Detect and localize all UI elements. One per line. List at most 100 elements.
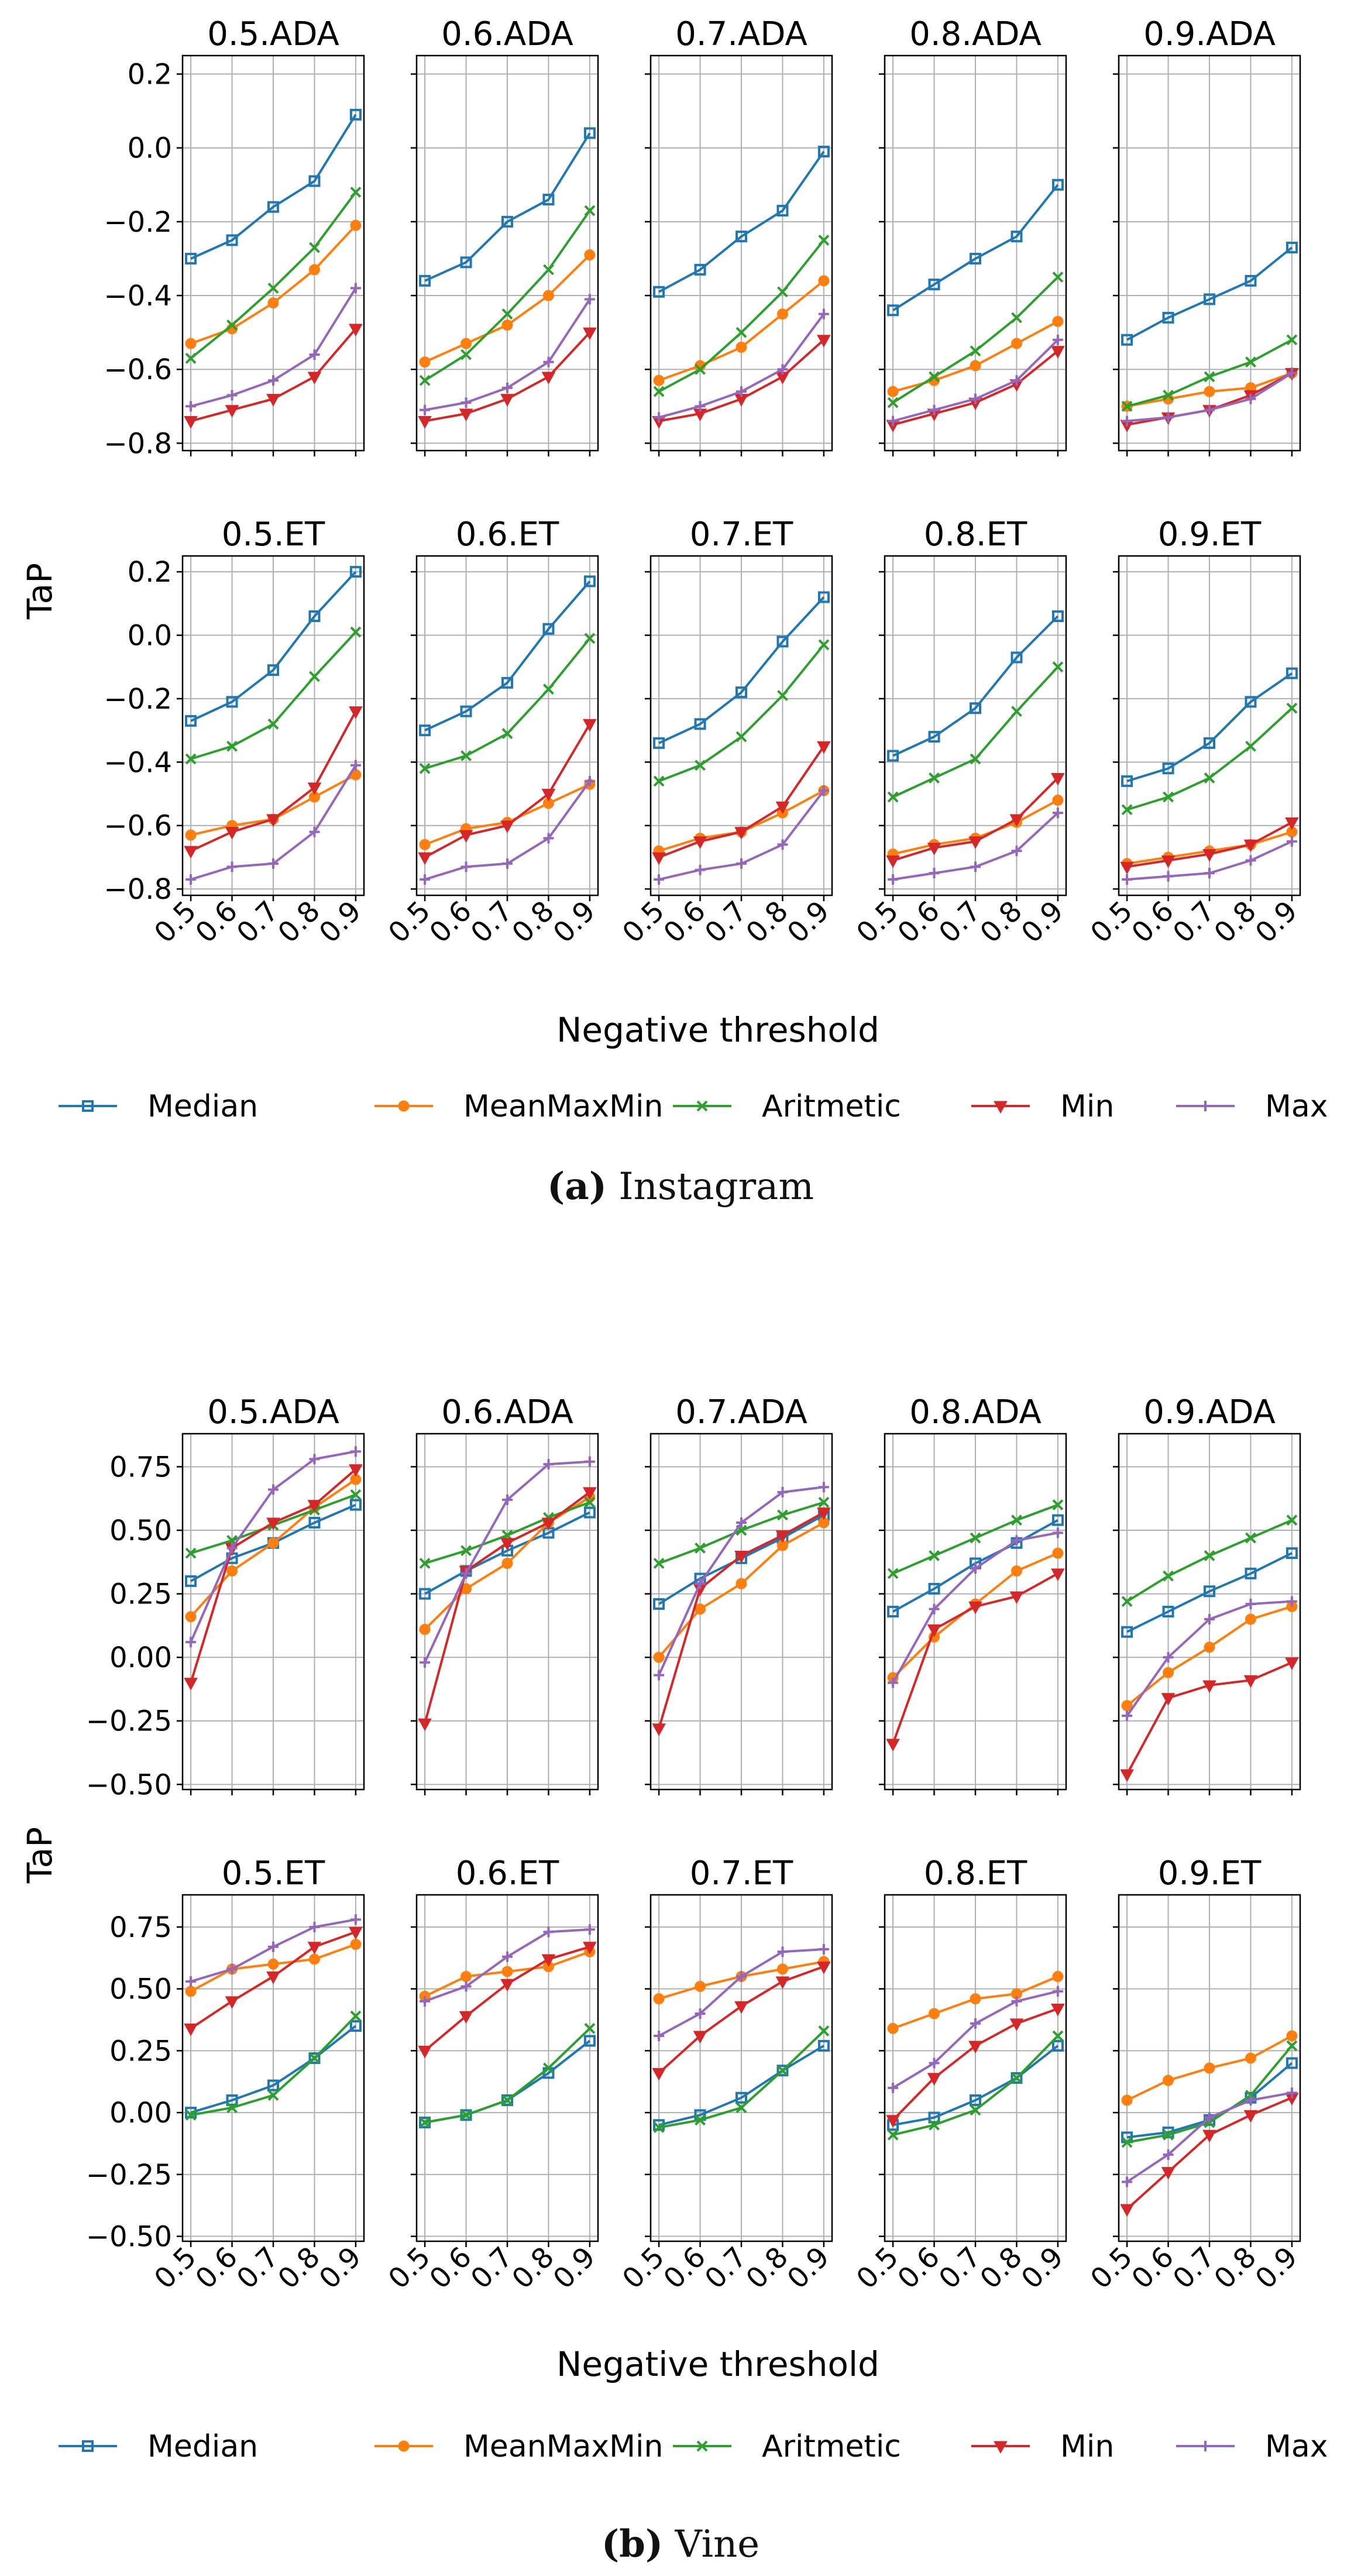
marker bbox=[419, 763, 431, 774]
marker bbox=[185, 338, 197, 349]
marker bbox=[653, 2122, 665, 2133]
marker bbox=[1163, 2149, 1174, 2160]
series-line-median bbox=[892, 184, 1059, 311]
marker bbox=[418, 2045, 432, 2059]
series-line-median bbox=[658, 150, 825, 293]
marker bbox=[1243, 2110, 1258, 2123]
marker bbox=[886, 1739, 900, 1751]
marker bbox=[349, 1926, 363, 1940]
marker bbox=[350, 283, 361, 294]
x-tick-label: 0.9 bbox=[781, 2241, 836, 2296]
marker bbox=[1121, 1596, 1133, 1608]
marker bbox=[652, 2067, 666, 2081]
marker bbox=[543, 264, 554, 276]
marker bbox=[777, 364, 788, 375]
marker bbox=[1163, 1570, 1174, 1582]
x-tick-label: 0.9 bbox=[547, 2241, 602, 2296]
marker bbox=[888, 874, 899, 885]
y-tick-label: 0.50 bbox=[109, 1973, 172, 2006]
x-tick-label: 0.9 bbox=[781, 895, 836, 950]
marker bbox=[695, 864, 706, 875]
marker bbox=[1286, 2040, 1298, 2052]
marker bbox=[1121, 804, 1133, 816]
marker bbox=[1245, 2052, 1256, 2064]
marker bbox=[929, 2008, 940, 2019]
marker bbox=[653, 1993, 665, 2005]
marker bbox=[1204, 1614, 1215, 1625]
chart-panel: 0.6.ADA bbox=[411, 15, 599, 456]
marker bbox=[818, 275, 830, 287]
chart-panel: 0.6.ADA bbox=[411, 1393, 599, 1795]
marker bbox=[1120, 861, 1134, 875]
legend-label: Median bbox=[147, 2429, 258, 2464]
marker bbox=[1200, 1101, 1211, 1111]
marker bbox=[1051, 610, 1064, 622]
chart-panel: 0.8.ET0.50.60.70.80.9 bbox=[850, 516, 1070, 949]
marker bbox=[736, 386, 747, 397]
marker bbox=[653, 1598, 665, 1610]
marker bbox=[460, 861, 472, 873]
chart-panel: 0.5.ADA −0.8 −0.6 −0.4 −0.2 0.0 0.2 bbox=[104, 15, 365, 460]
marker bbox=[818, 785, 829, 796]
marker bbox=[887, 304, 899, 317]
series-line-median bbox=[1126, 1552, 1293, 1633]
caption-text: Vine bbox=[663, 2523, 760, 2566]
marker bbox=[776, 204, 789, 217]
legend: Median MeanMaxMin Aritmetic Min Max bbox=[59, 2429, 1328, 2464]
marker bbox=[185, 252, 197, 265]
marker bbox=[184, 1678, 198, 1691]
marker bbox=[928, 279, 940, 291]
marker bbox=[1052, 661, 1064, 673]
marker bbox=[1052, 2030, 1064, 2042]
chart-panel: 0.9.ADA bbox=[1113, 15, 1301, 456]
marker bbox=[1286, 2087, 1297, 2098]
marker bbox=[695, 2008, 706, 2019]
marker bbox=[736, 1578, 747, 1589]
legend-label: Aritmetic bbox=[762, 1089, 901, 1124]
marker bbox=[82, 2440, 94, 2452]
marker bbox=[584, 633, 596, 644]
marker bbox=[543, 684, 554, 695]
panel-title: 0.8.ET bbox=[924, 516, 1027, 554]
marker bbox=[1051, 2004, 1065, 2017]
marker bbox=[398, 1100, 410, 1112]
marker bbox=[818, 235, 830, 246]
marker bbox=[1245, 2094, 1256, 2106]
panel-title: 0.7.ADA bbox=[675, 1393, 807, 1431]
marker bbox=[1285, 817, 1299, 830]
marker bbox=[184, 846, 198, 859]
marker bbox=[1204, 1585, 1215, 1598]
marker bbox=[927, 843, 941, 856]
marker bbox=[1052, 334, 1063, 345]
marker bbox=[1245, 1613, 1256, 1625]
panel-title: 0.6.ET bbox=[456, 516, 559, 554]
marker bbox=[500, 820, 514, 833]
marker bbox=[736, 2102, 747, 2114]
series-line-median bbox=[424, 1511, 590, 1595]
marker bbox=[226, 696, 238, 708]
marker bbox=[226, 1565, 238, 1577]
panel-title: 0.5.ADA bbox=[207, 1393, 339, 1431]
chart-panel: 0.7.ADA bbox=[645, 1393, 833, 1795]
marker bbox=[267, 2079, 279, 2091]
marker bbox=[1200, 2441, 1211, 2451]
marker bbox=[695, 1578, 706, 1589]
marker bbox=[1286, 667, 1298, 679]
marker bbox=[1052, 808, 1063, 819]
marker bbox=[1204, 2062, 1215, 2074]
marker bbox=[350, 186, 362, 198]
marker bbox=[1009, 814, 1024, 827]
marker bbox=[460, 256, 472, 269]
marker bbox=[350, 1489, 362, 1500]
marker bbox=[818, 2025, 830, 2036]
marker bbox=[185, 829, 197, 841]
panel-title: 0.9.ET bbox=[1158, 516, 1262, 554]
marker bbox=[694, 263, 706, 276]
marker bbox=[583, 2035, 596, 2047]
marker bbox=[460, 1971, 472, 1983]
marker bbox=[226, 390, 238, 401]
marker bbox=[1052, 1499, 1064, 1511]
marker bbox=[736, 327, 747, 338]
marker bbox=[1121, 2137, 1133, 2148]
marker bbox=[419, 1588, 431, 1600]
